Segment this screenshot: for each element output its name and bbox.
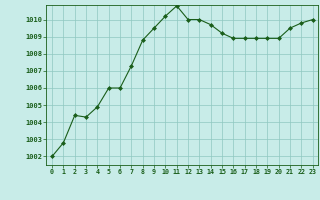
Text: Graphe pression niveau de la mer (hPa): Graphe pression niveau de la mer (hPa) bbox=[60, 187, 260, 196]
